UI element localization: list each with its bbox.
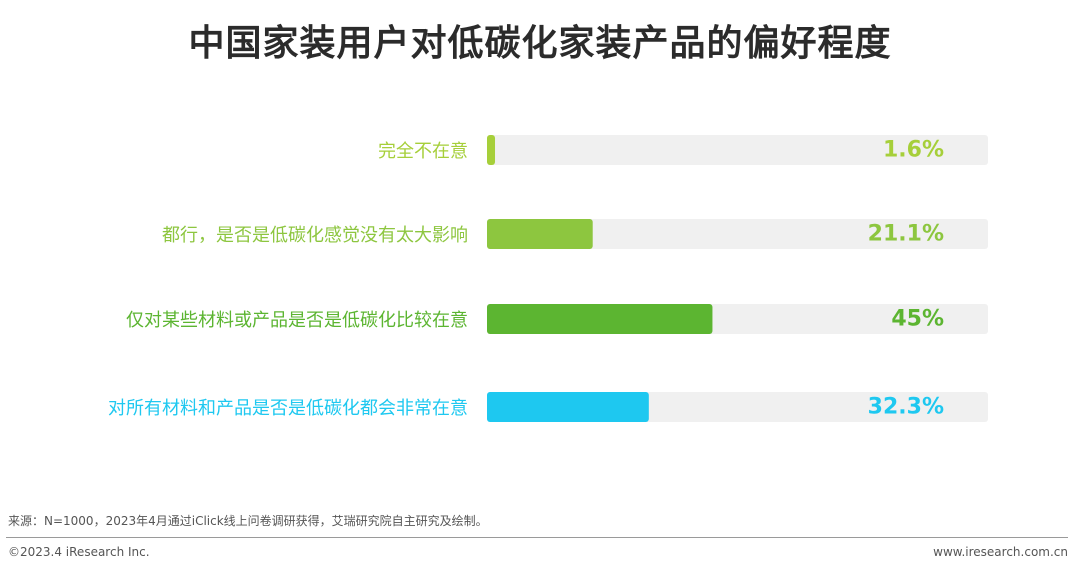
- bar: [487, 392, 649, 422]
- bar-track: [487, 219, 988, 249]
- source-note: 来源：N=1000，2023年4月通过iClick线上问卷调研获得，艾瑞研究院自…: [8, 514, 488, 528]
- chart-title: 中国家装用户对低碳化家装产品的偏好程度: [188, 23, 892, 64]
- category-label: 仅对某些材料或产品是否是低碳化比较在意: [126, 310, 468, 331]
- value-label: 1.6%: [882, 137, 944, 163]
- bar-track: [487, 135, 988, 165]
- bar: [487, 304, 713, 334]
- bar: [487, 219, 593, 249]
- category-label: 完全不在意: [378, 141, 468, 162]
- value-label: 32.3%: [867, 394, 944, 420]
- website-text: www.iresearch.com.cn: [933, 545, 1068, 559]
- footer-divider: [6, 537, 1068, 538]
- value-label: 21.1%: [867, 221, 944, 247]
- category-label: 对所有材料和产品是否是低碳化都会非常在意: [108, 398, 468, 419]
- category-label: 都行，是否是低碳化感觉没有太大影响: [162, 225, 468, 246]
- copyright-text: ©2023.4 iResearch Inc.: [8, 545, 150, 559]
- value-label: 45%: [891, 306, 944, 332]
- bar: [487, 135, 496, 165]
